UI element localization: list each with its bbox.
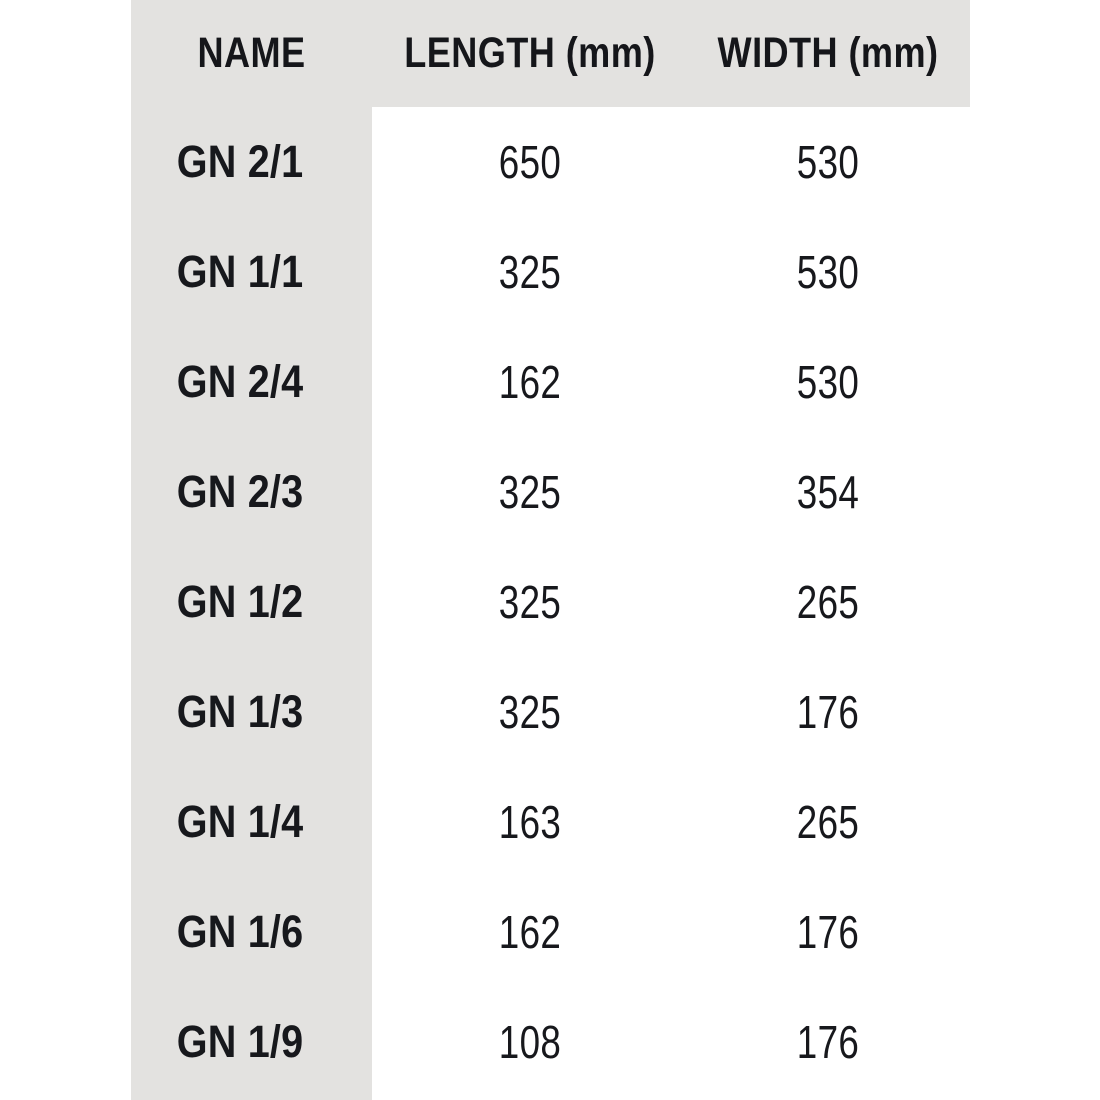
cell-name: GN 1/4	[176, 796, 304, 847]
column-header-length: LENGTH (mm)	[404, 29, 656, 77]
table-body: GN 2/1 650 530 GN 1/1 325 530 GN 2/4 162…	[0, 107, 1100, 1097]
cell-width: 265	[796, 796, 860, 848]
cell-width: 530	[796, 356, 860, 408]
table-row: GN 1/1 325 530	[0, 217, 1100, 327]
cell-name: GN 2/4	[176, 356, 304, 407]
cell-name: GN 1/3	[176, 686, 304, 737]
header-row-background	[131, 0, 970, 107]
cell-name: GN 1/2	[176, 576, 304, 627]
cell-length: 325	[498, 246, 562, 298]
cell-length: 108	[498, 1016, 562, 1068]
cell-width: 176	[796, 906, 860, 958]
table-row: GN 1/9 108 176	[0, 987, 1100, 1097]
cell-width: 176	[796, 686, 860, 738]
cell-name: GN 1/6	[176, 906, 304, 957]
cell-length: 325	[498, 576, 562, 628]
cell-width: 530	[796, 136, 860, 188]
cell-width: 176	[796, 1016, 860, 1068]
cell-name: GN 1/1	[176, 246, 304, 297]
table-row: GN 2/3 325 354	[0, 437, 1100, 547]
table-row: GN 1/4 163 265	[0, 767, 1100, 877]
cell-length: 325	[498, 686, 562, 738]
table-row: GN 1/6 162 176	[0, 877, 1100, 987]
table-row: GN 2/1 650 530	[0, 107, 1100, 217]
cell-width: 265	[796, 576, 860, 628]
cell-name: GN 2/3	[176, 466, 304, 517]
cell-length: 650	[498, 136, 562, 188]
table-row: GN 1/2 325 265	[0, 547, 1100, 657]
cell-length: 325	[498, 466, 562, 518]
cell-length: 162	[498, 906, 562, 958]
column-header-width: WIDTH (mm)	[717, 29, 939, 77]
cell-width: 530	[796, 246, 860, 298]
cell-length: 163	[498, 796, 562, 848]
table-header-row: NAME LENGTH (mm) WIDTH (mm)	[0, 0, 1100, 107]
cell-length: 162	[498, 356, 562, 408]
table-row: GN 2/4 162 530	[0, 327, 1100, 437]
table-row: GN 1/3 325 176	[0, 657, 1100, 767]
cell-width: 354	[796, 466, 860, 518]
cell-name: GN 1/9	[176, 1016, 304, 1067]
name-column-background	[131, 0, 372, 1100]
cell-name: GN 2/1	[176, 136, 304, 187]
column-header-name: NAME	[197, 29, 306, 77]
